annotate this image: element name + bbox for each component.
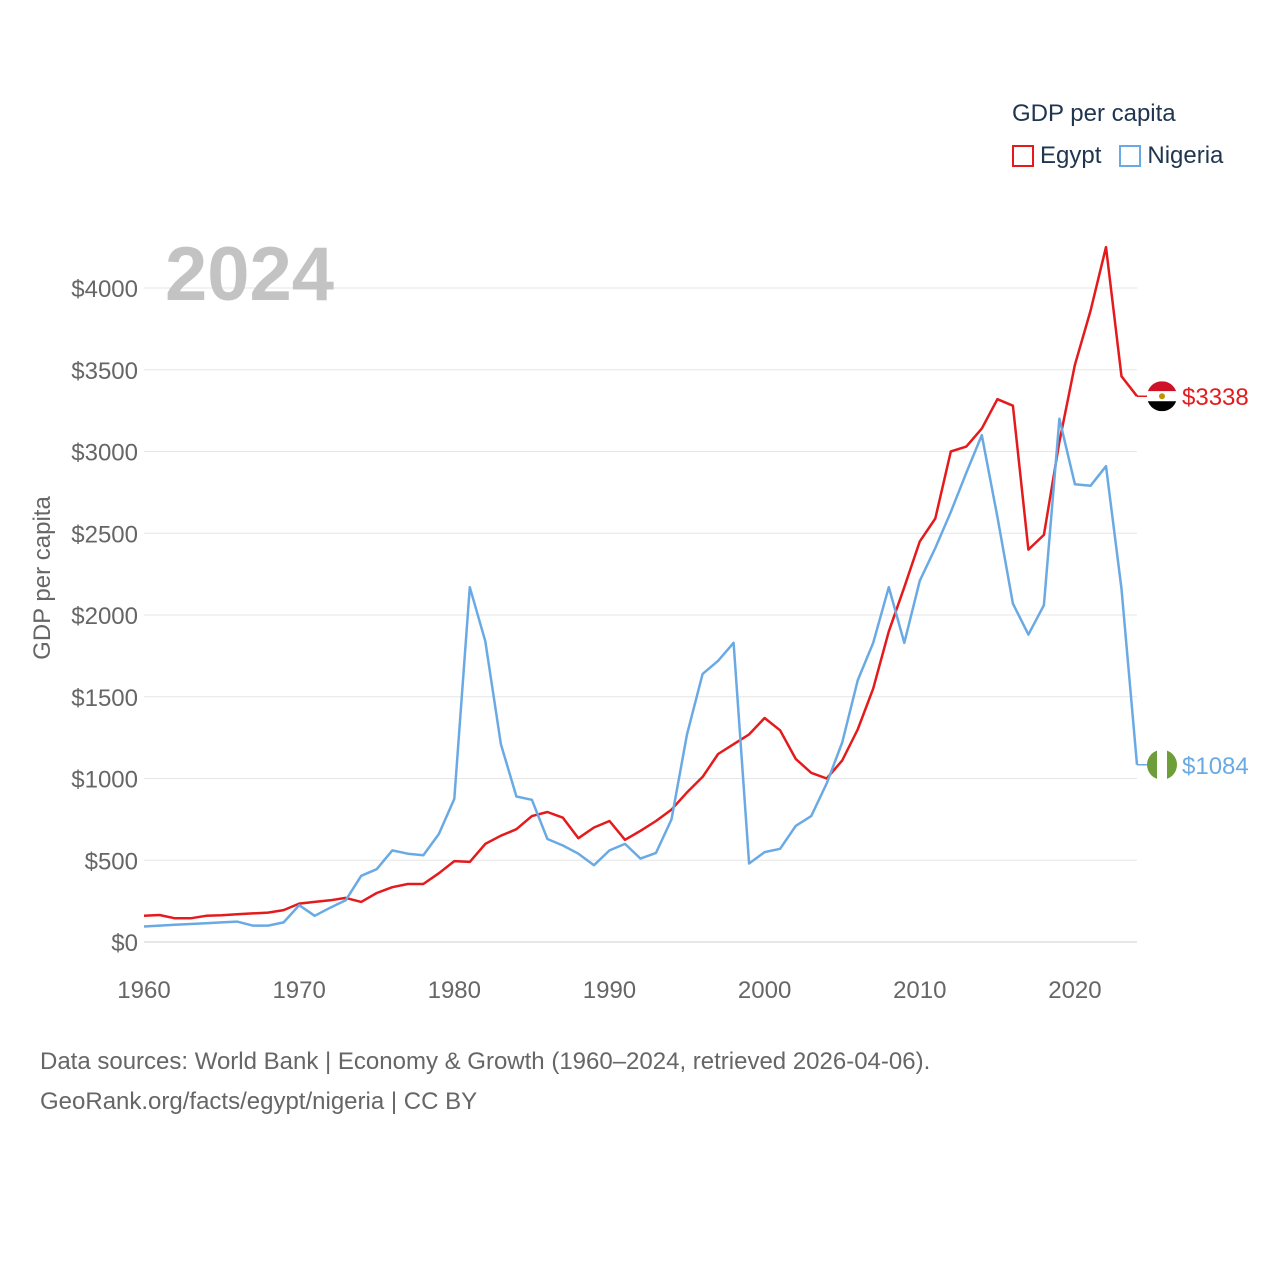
x-tick-label: 2020: [1048, 977, 1101, 1004]
end-value-label-nigeria: $1084: [1182, 753, 1249, 780]
legend-title: GDP per capita: [1012, 100, 1176, 127]
flag-band-green-left: [1147, 749, 1157, 780]
legend: Egypt Nigeria: [1012, 142, 1241, 170]
sources-line-1: Data sources: World Bank | Economy & Gro…: [40, 1048, 931, 1075]
x-tick-label: 2000: [738, 977, 791, 1004]
legend-label-nigeria: Nigeria: [1147, 142, 1224, 169]
y-tick-label: $0: [111, 930, 138, 957]
legend-item-egypt[interactable]: Egypt: [1012, 142, 1101, 170]
legend-swatch-egypt: [1012, 145, 1034, 167]
legend-swatch-nigeria: [1119, 145, 1142, 167]
x-tick-label: 1960: [117, 977, 170, 1004]
end-markers: $3338 $1084: [1137, 381, 1249, 780]
flag-egypt-icon: [1147, 381, 1177, 412]
flag-band-red: [1147, 381, 1177, 392]
y-tick-label: $2000: [71, 603, 138, 630]
legend-label-egypt: Egypt: [1040, 142, 1102, 169]
sources-line-2[interactable]: GeoRank.org/facts/egypt/nigeria | CC BY: [40, 1088, 478, 1115]
x-tick-label: 1980: [428, 977, 481, 1004]
legend-item-nigeria[interactable]: Nigeria: [1119, 142, 1223, 170]
flag-emblem: [1159, 393, 1165, 400]
y-tick-label: $3000: [71, 440, 138, 467]
x-tick-label: 1970: [272, 977, 325, 1004]
series-line-egypt: [143, 245, 1138, 920]
sources: Data sources: World Bank | Economy & Gro…: [40, 1042, 930, 1122]
y-axis-title: GDP per capita: [29, 496, 56, 660]
y-tick-label: $1500: [71, 685, 138, 712]
grid: [144, 287, 1137, 943]
y-tick-label: $2500: [71, 521, 138, 548]
end-value-label-egypt: $3338: [1182, 384, 1249, 411]
flag-band-black: [1147, 401, 1177, 412]
flag-band-green-right: [1167, 749, 1177, 780]
year-watermark: 2024: [165, 232, 334, 317]
series: [143, 245, 1139, 928]
y-tick-label: $500: [85, 848, 138, 875]
y-tick-label: $1000: [71, 767, 138, 794]
x-tick-label: 2010: [893, 977, 946, 1004]
x-tick-label: 1990: [583, 977, 636, 1004]
series-line-nigeria: [143, 417, 1139, 928]
axes: $0 $500 $1000 $1500 $2000 $2500 $3000 $3500 $400…: [71, 276, 1137, 1004]
y-tick-label: $3500: [71, 358, 138, 385]
flag-nigeria-icon: [1147, 749, 1177, 780]
flag-band-white: [1157, 749, 1167, 780]
y-tick-label: $4000: [71, 276, 138, 303]
